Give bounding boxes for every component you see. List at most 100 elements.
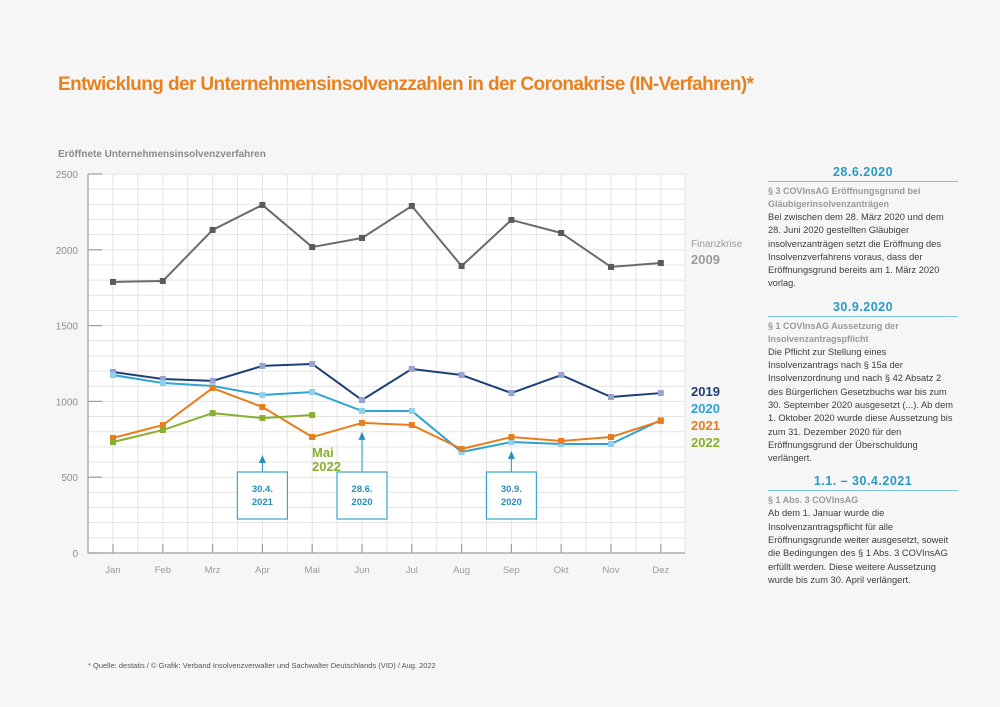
annotation-label: 2020 bbox=[501, 497, 522, 508]
data-point bbox=[408, 407, 415, 414]
series-line bbox=[112, 374, 662, 454]
data-point bbox=[309, 360, 316, 367]
note-28-6-2020: 28.6.2020 § 3 COVInsAG Eröffnungsgrund b… bbox=[768, 165, 958, 291]
series-line bbox=[112, 362, 661, 402]
note-date: 28.6.2020 bbox=[768, 165, 958, 182]
data-point bbox=[608, 434, 614, 441]
data-point bbox=[508, 390, 515, 397]
x-tick-label: Okt bbox=[554, 565, 569, 576]
x-tick-label: Apr bbox=[255, 565, 270, 576]
data-point bbox=[309, 434, 316, 441]
data-point bbox=[458, 263, 465, 270]
data-point bbox=[309, 389, 316, 396]
data-point bbox=[259, 415, 266, 422]
series-2009: Finanzkrise 2009 bbox=[110, 201, 743, 285]
note-date: 1.1. – 30.4.2021 bbox=[768, 474, 958, 492]
note-subtitle: § 1 COVInsAG Aussetzung der Insolvenzant… bbox=[768, 320, 899, 344]
data-point bbox=[359, 419, 365, 426]
y-axis-title: Eröffnete Unternehmensinsolvenzverfahren bbox=[58, 149, 266, 160]
data-point bbox=[608, 394, 614, 401]
x-tick-label: Dez bbox=[652, 565, 669, 576]
legend-label: 2021 bbox=[691, 418, 720, 433]
data-point bbox=[408, 422, 415, 429]
legend-label: 2022 bbox=[691, 435, 720, 450]
data-point bbox=[408, 202, 415, 209]
x-tick-label: Feb bbox=[155, 565, 171, 576]
annotation-box bbox=[336, 471, 388, 520]
annotation-304-2021: 30.4. 2021 bbox=[236, 455, 288, 520]
series-line bbox=[112, 203, 661, 283]
y-tick-label: 1500 bbox=[56, 322, 79, 333]
data-point bbox=[558, 372, 565, 379]
x-tick-label: Jul bbox=[406, 565, 418, 576]
data-point bbox=[309, 244, 316, 251]
annotation-mai-2022: 2022 bbox=[312, 459, 341, 474]
data-point bbox=[259, 201, 266, 208]
data-point bbox=[159, 375, 166, 382]
data-point bbox=[209, 377, 216, 384]
series-2022: 2022 bbox=[110, 410, 720, 450]
note-date: 30.9.2020 bbox=[768, 300, 958, 317]
data-point bbox=[309, 412, 316, 419]
data-point bbox=[458, 449, 465, 456]
note-body: Ab dem 1. Januar wurde die Insolvenzantr… bbox=[768, 508, 949, 585]
data-point bbox=[458, 446, 465, 453]
data-point bbox=[259, 362, 266, 369]
annotation-mai-2022: Mai bbox=[312, 445, 334, 460]
annotation-label: 2020 bbox=[351, 497, 372, 508]
annotation-309-2020: 30.9. 2020 bbox=[485, 451, 537, 520]
y-tick-label: 1000 bbox=[56, 397, 79, 408]
y-tick-label: 2500 bbox=[56, 170, 79, 181]
x-tick-label: Mrz bbox=[205, 565, 221, 576]
data-point bbox=[508, 439, 515, 446]
data-point bbox=[657, 390, 664, 397]
data-point bbox=[359, 407, 365, 414]
annotation-label: 28.6. bbox=[351, 484, 372, 495]
chart-title: Entwicklung der Unternehmensinsolvenzzah… bbox=[58, 74, 754, 95]
data-point bbox=[209, 410, 216, 417]
annotation-label: 2021 bbox=[252, 497, 274, 508]
arrow-up-icon bbox=[507, 451, 515, 460]
legend-label: 2019 bbox=[691, 384, 720, 399]
x-tick-label: Mai bbox=[305, 565, 320, 576]
x-tick-label: Nov bbox=[603, 565, 620, 576]
note-1-1-30-4-2021: 1.1. – 30.4.2021 § 1 Abs. 3 COVInsAG Ab … bbox=[768, 474, 958, 587]
data-point bbox=[657, 417, 664, 424]
note-body: Die Pflicht zur Stellung eines Insolvenz… bbox=[768, 346, 954, 464]
data-point bbox=[458, 372, 465, 379]
data-point bbox=[408, 365, 415, 372]
arrow-up-icon bbox=[258, 455, 266, 463]
data-point bbox=[657, 259, 664, 266]
legend-label: 2020 bbox=[691, 401, 720, 416]
data-point bbox=[110, 278, 116, 285]
data-point bbox=[259, 392, 266, 399]
annotation-286-2020: 28.6. 2020 bbox=[336, 431, 388, 520]
data-point bbox=[159, 422, 166, 429]
annotation-label: 30.9. bbox=[501, 484, 522, 495]
legend-label-top: Finanzkrise bbox=[691, 239, 743, 250]
x-tick-label: Aug bbox=[453, 565, 470, 576]
data-point bbox=[608, 263, 614, 270]
data-point bbox=[159, 380, 166, 387]
data-point bbox=[558, 229, 565, 236]
data-point bbox=[259, 404, 266, 411]
note-subtitle: § 1 Abs. 3 COVInsAG bbox=[768, 495, 859, 506]
annotation-box bbox=[485, 471, 537, 520]
data-point bbox=[159, 278, 166, 285]
y-tick-label: 0 bbox=[72, 549, 78, 560]
data-point bbox=[209, 226, 216, 233]
sidebar-notes: 28.6.2020 § 3 COVInsAG Eröffnungsgrund b… bbox=[768, 165, 958, 596]
annotation-label: 30.4. bbox=[252, 484, 273, 495]
data-point bbox=[608, 440, 614, 447]
series-2021: 2021 bbox=[110, 385, 720, 453]
data-point bbox=[558, 437, 565, 444]
note-body: Bei zwischen dem 28. März 2020 und dem 2… bbox=[768, 212, 944, 289]
y-tick-label: 2000 bbox=[56, 246, 79, 257]
series-2019: 2019 bbox=[110, 360, 720, 404]
note-subtitle: § 3 COVInsAG Eröffnungsgrund bei Gläubig… bbox=[768, 186, 921, 209]
data-point bbox=[209, 385, 216, 392]
data-point bbox=[110, 368, 116, 375]
x-tick-label: Jun bbox=[354, 565, 369, 576]
y-tick-label: 500 bbox=[61, 473, 78, 484]
